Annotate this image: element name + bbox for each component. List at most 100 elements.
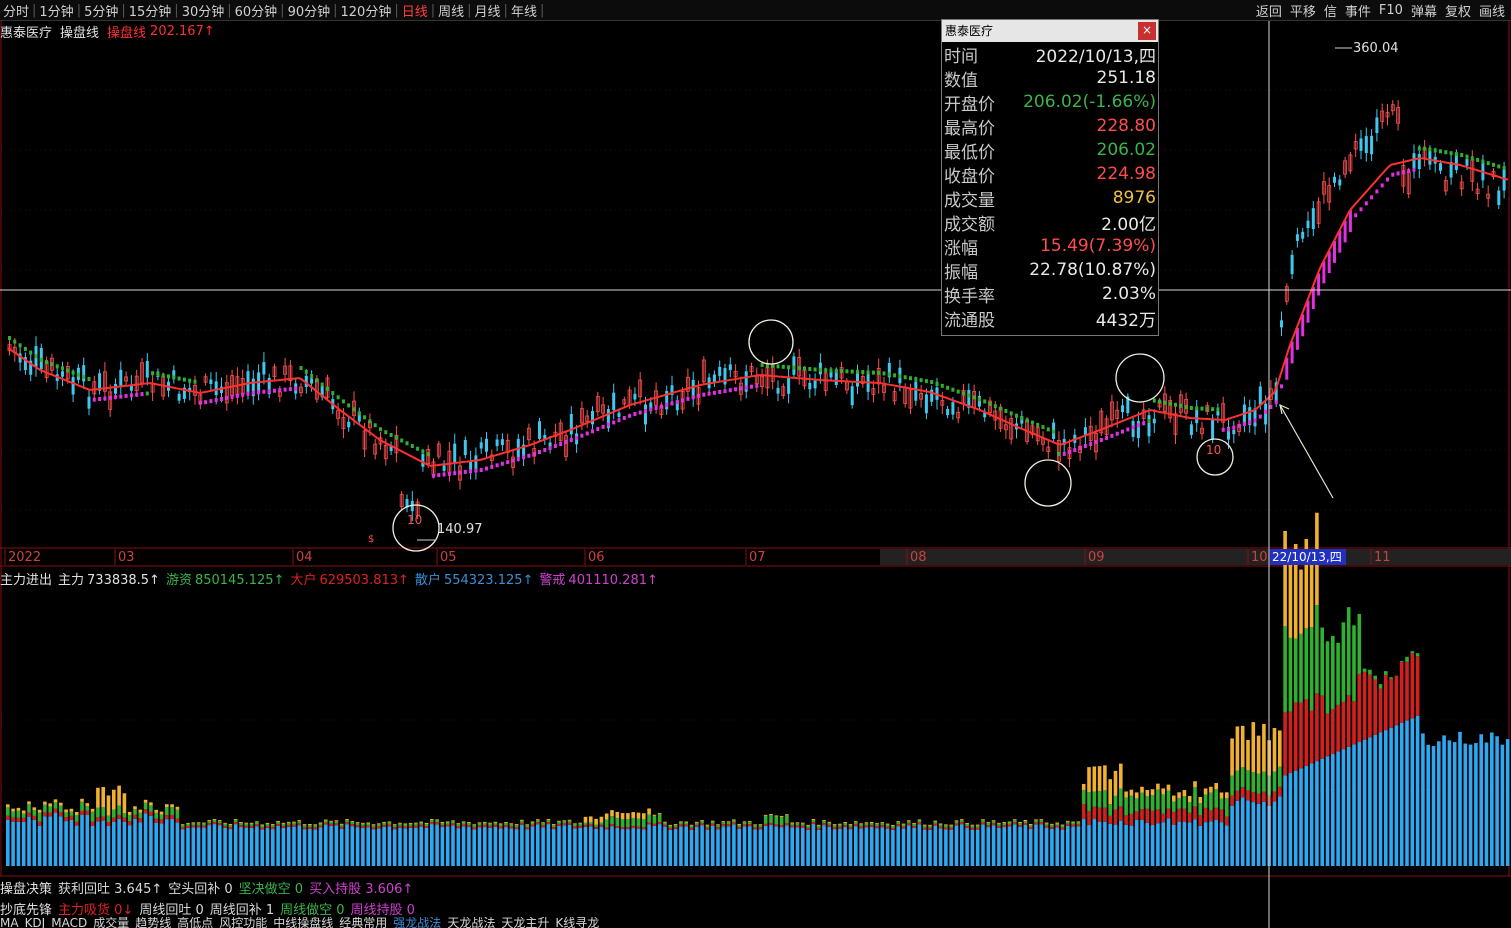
indicator-tab[interactable]: 天龙主升: [501, 917, 550, 928]
timeframe-tab[interactable]: 90分钟: [287, 4, 331, 20]
flow-bar-segment: [562, 821, 567, 824]
flow-bar-segment: [53, 799, 58, 803]
toolbar-separator: |: [227, 2, 232, 18]
timeframe-tab[interactable]: 5分钟: [84, 4, 119, 20]
close-icon[interactable]: ×: [1138, 22, 1156, 40]
candle-body-down: [71, 376, 75, 395]
flow-bar-segment: [970, 825, 975, 828]
candle-body-down: [421, 454, 425, 467]
flow-bar-segment: [398, 827, 402, 866]
chart-action-button[interactable]: 弹幕: [1410, 4, 1437, 20]
indicator-tab[interactable]: 成交量: [93, 917, 130, 928]
indicator-tab[interactable]: 趋势线: [135, 917, 172, 928]
data-window-header[interactable]: 惠泰医疗 ×: [942, 20, 1158, 42]
candle-body-up: [193, 384, 197, 396]
chart-action-button[interactable]: 事件: [1344, 4, 1371, 20]
indicator-tab[interactable]: 强龙战法: [393, 917, 442, 928]
candle-body-down: [538, 421, 541, 439]
operating-dot: [962, 391, 965, 396]
data-window[interactable]: 惠泰医疗 × 时间 2022/10/13,四 数值 251.18 开盘价 206.02(-…: [941, 19, 1159, 336]
operating-dot: [829, 368, 833, 373]
flow-bar-segment: [1134, 819, 1139, 866]
timeframe-tab[interactable]: 120分钟: [340, 4, 392, 20]
operating-dot: [1216, 407, 1220, 412]
flow-bar-segment: [1034, 822, 1038, 825]
operating-dot: [1470, 156, 1474, 161]
indicator-tab[interactable]: MA: [0, 917, 19, 928]
flow-bar-segment: [493, 822, 498, 825]
timeframe-tab[interactable]: 月线: [474, 4, 501, 20]
timeframe-tab[interactable]: 日线: [401, 4, 428, 20]
data-window-value: 251.18: [1096, 68, 1156, 88]
chart-action-button[interactable]: 返回: [1255, 4, 1282, 20]
flow-bar-segment: [21, 810, 26, 814]
flow-bar-segment: [705, 825, 710, 828]
candle-body-down: [1136, 421, 1140, 439]
flow-bar-segment: [1198, 797, 1203, 804]
flow-bar-segment: [1235, 726, 1240, 771]
flow-bar-segment: [1113, 770, 1118, 796]
flow-bar-segment: [970, 827, 975, 830]
indicator-tab[interactable]: 经典常用: [339, 917, 388, 928]
timeframe-tab[interactable]: 15分钟: [128, 4, 172, 20]
timeframe-tab[interactable]: 分时: [3, 4, 30, 20]
flow-bar-segment: [599, 824, 604, 827]
flow-bar-segment: [456, 823, 461, 825]
flow-bar-segment: [732, 822, 736, 825]
operating-dot: [903, 375, 907, 380]
flow-bar-segment: [1044, 825, 1049, 828]
indicator-tab[interactable]: 中线操盘线: [273, 917, 334, 928]
chart-action-button[interactable]: 平移: [1289, 4, 1316, 20]
data-window-value: 22.78(10.87%): [1029, 260, 1156, 280]
xaxis-range-highlight: [880, 549, 1511, 565]
chart-action-button[interactable]: 信: [1323, 4, 1337, 20]
flow-bar-segment: [922, 829, 927, 866]
timeframe-tab[interactable]: 30分钟: [181, 4, 225, 20]
operating-dot: [1285, 357, 1289, 380]
flow-bar-segment: [244, 825, 249, 828]
flow-bar-segment: [1156, 823, 1160, 866]
flow-bar-segment: [520, 822, 524, 825]
candle-body-down: [946, 408, 950, 416]
indicator-tab[interactable]: 天龙战法: [447, 917, 496, 928]
flow-bar-segment: [271, 825, 275, 828]
flow-bar-segment: [1399, 661, 1404, 663]
flow-bar-segment: [387, 824, 392, 827]
flow-bar-segment: [101, 816, 105, 821]
flow-bar-segment: [1071, 824, 1075, 827]
timeframe-tab[interactable]: 1分钟: [39, 4, 74, 20]
indicator-tab[interactable]: KDJ: [24, 917, 46, 928]
flow-bar-segment: [986, 822, 991, 824]
flow-bar-segment: [143, 799, 148, 803]
flow-bar-segment: [451, 821, 455, 824]
chart-action-button[interactable]: F10: [1378, 2, 1403, 18]
flow-bar-segment: [170, 814, 174, 819]
candle-body-up: [415, 501, 420, 517]
flow-bar-segment: [1373, 675, 1377, 680]
indicator-tab[interactable]: K线寻龙: [555, 917, 600, 928]
indicator-tab[interactable]: MACD: [51, 917, 88, 928]
flow-bar-segment: [986, 823, 991, 826]
operating-dot: [1327, 251, 1331, 274]
flow-bar-segment: [1050, 824, 1054, 827]
flow-bar-segment: [933, 821, 938, 824]
x-axis-label: 05: [440, 550, 457, 565]
flow-bar-segment: [59, 816, 63, 866]
operating-dot: [877, 370, 881, 375]
x-axis-label: 04: [296, 550, 313, 565]
candle-body-up: [299, 386, 303, 394]
chart-action-button[interactable]: 复权: [1444, 4, 1471, 20]
flow-bar-segment: [1023, 823, 1028, 826]
timeframe-tab[interactable]: 年线: [510, 4, 537, 20]
candle-body-down: [829, 371, 833, 378]
timeframe-tab[interactable]: 周线: [438, 4, 465, 20]
timeframe-tab[interactable]: 60分钟: [234, 4, 278, 20]
indicator-tab[interactable]: 风控功能: [219, 917, 268, 928]
chart-action-button[interactable]: 画线: [1478, 4, 1505, 20]
flow-bar-segment: [1013, 819, 1017, 821]
indicator-tab[interactable]: 高低点: [177, 917, 214, 928]
flow-bar-segment: [6, 819, 10, 866]
flow-bar-segment: [668, 827, 673, 830]
flow-bar-segment: [271, 829, 275, 866]
